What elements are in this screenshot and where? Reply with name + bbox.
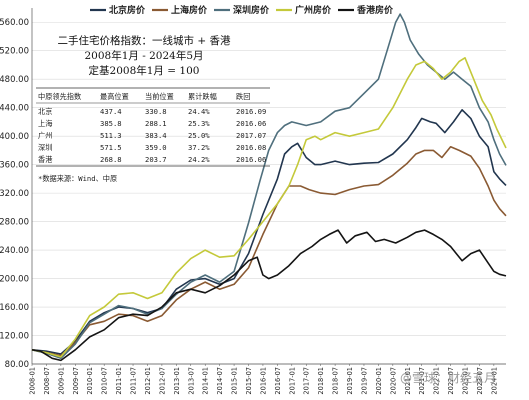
y-tick-label: 320.00: [0, 189, 29, 199]
y-tick-label: 160.00: [0, 303, 29, 313]
series-line-2: [31, 146, 507, 357]
x-tick-label: 2016-01: [259, 367, 267, 395]
series-line-4: [31, 56, 507, 358]
x-tick-label: 2018-07: [332, 367, 340, 395]
x-tick-label: 2012-07: [158, 367, 166, 395]
y-tick-label: 440.00: [0, 104, 29, 114]
table-cell: 24.4%: [188, 107, 210, 116]
table-cell: 330.8: [145, 107, 167, 116]
x-tick-label: 2017-07: [303, 367, 311, 395]
x-tick-label: 2015-07: [245, 367, 253, 395]
series-lines: [31, 13, 507, 362]
x-tick-label: 2020-01: [375, 367, 383, 395]
y-tick-label: 280.00: [0, 218, 29, 228]
table-cell: 437.4: [100, 107, 122, 116]
table-cell: 25.3%: [188, 119, 210, 128]
x-tick-label: 2021-01: [404, 367, 412, 395]
x-tick-label: 2009-01: [57, 367, 65, 395]
y-tick-label: 360.00: [0, 161, 29, 171]
chart-subtitle-base: 定基2008年1月 = 100: [89, 64, 200, 77]
table-header-cell: 当前位置: [145, 92, 174, 101]
table-cell: 香港: [38, 155, 53, 164]
x-tick-label: 2013-07: [187, 367, 195, 395]
watermark: @雪球：财经五月: [400, 371, 496, 385]
y-tick-label: 480.00: [0, 75, 29, 85]
table-cell: 广州: [38, 131, 52, 140]
x-tick-label: 2010-01: [86, 367, 94, 395]
x-tick-label: 2009-07: [72, 367, 80, 395]
x-tick-label: 2018-01: [317, 367, 325, 395]
series-line-3: [31, 13, 507, 360]
legend: 北京房价 上海房价 深圳房价 广州房价 香港房价: [90, 4, 394, 16]
table-cell: 2017.07: [236, 131, 266, 140]
chart-subtitle-dates: 2008年1月 - 2024年5月: [84, 49, 203, 62]
legend-label: 香港房价: [356, 4, 394, 16]
table-cell: 268.8: [100, 155, 122, 164]
x-tick-label: 2017-01: [288, 367, 296, 395]
table-cell: 深圳: [38, 143, 52, 152]
x-tick-label: 2010-07: [101, 367, 109, 395]
table-cell: 北京: [38, 107, 52, 116]
legend-label: 广州房价: [295, 4, 332, 16]
table-cell: 571.5: [100, 143, 122, 152]
table-cell: 37.2%: [188, 143, 210, 152]
table-cell: 2016.06: [236, 155, 266, 164]
x-tick-label: 2012-01: [144, 367, 152, 395]
x-tick-label: 2023-01: [462, 367, 470, 395]
y-tick-label: 240.00: [0, 246, 29, 256]
table-cell: 25.0%: [188, 131, 210, 140]
x-tick-label: 2016-07: [274, 367, 282, 395]
table-header-cell: 最高位置: [100, 92, 129, 101]
table-header-cell: 跌回: [236, 92, 250, 101]
data-source-note: *数据来源：Wind、中原: [38, 174, 117, 183]
table-cell: 511.3: [100, 131, 122, 140]
table-header-cell: 累计跌幅: [188, 92, 217, 101]
y-tick-label: 80.00: [5, 360, 29, 370]
x-tick-label: 2019-01: [346, 367, 354, 395]
y-tick-label: 200.00: [0, 275, 29, 285]
y-tick-label: 400.00: [0, 132, 29, 142]
table-cell: 203.7: [145, 155, 167, 164]
x-tick-label: 2008-07: [43, 367, 51, 395]
x-tick-label: 2011-01: [115, 367, 123, 395]
x-tick-label: 2011-07: [130, 367, 138, 395]
x-tick-label: 2019-07: [360, 367, 368, 395]
x-tick-label: 2015-01: [231, 367, 239, 395]
y-tick-label: 520.00: [0, 47, 29, 57]
series-line-5: [31, 229, 507, 362]
table-cell: 上海: [38, 119, 52, 128]
table-cell: 2016.09: [236, 107, 266, 116]
table-cell: 385.8: [100, 119, 122, 128]
table-cell: 359.0: [145, 143, 167, 152]
y-tick-label: 560.00: [0, 18, 29, 28]
x-tick-label: 2022-07: [447, 367, 455, 395]
x-tick-label: 2014-01: [202, 367, 210, 395]
table-cell: 288.1: [145, 119, 167, 128]
legend-label: 上海房价: [171, 4, 208, 16]
table-cell: 383.4: [145, 131, 167, 140]
legend-label: 北京房价: [109, 4, 146, 16]
x-tick-label: 2013-01: [173, 367, 181, 395]
table-cell: 24.2%: [188, 155, 210, 164]
x-tick-label: 2020-07: [389, 367, 397, 395]
x-axis-ticks: 2008-01 2008-07 2009-01 2009-07 2010-01 2010-…: [29, 363, 506, 395]
x-tick-label: 2023-07: [476, 367, 484, 395]
x-tick-label: 2021-07: [418, 367, 426, 395]
x-tick-label: 2008-01: [29, 367, 37, 395]
chart-title: 二手住宅价格指数：一线城市 + 香港: [58, 34, 231, 47]
table-header-cell: 中原领先指数: [38, 92, 81, 101]
legend-label: 深圳房价: [233, 4, 270, 16]
y-axis-ticks: 80.00 120.00 160.00 200.00 240.00 280.00 320.0…: [0, 8, 33, 370]
x-tick-label: 2024-01: [490, 367, 498, 395]
table-cell: 2016.06: [236, 119, 266, 128]
title-block: 二手住宅价格指数：一线城市 + 香港 2008年1月 - 2024年5月 定基2…: [58, 34, 231, 77]
y-tick-label: 120.00: [0, 332, 29, 342]
table-cell: 2016.08: [236, 143, 266, 152]
x-tick-label: 2014-07: [216, 367, 224, 395]
x-tick-label: 2022-01: [433, 367, 441, 395]
